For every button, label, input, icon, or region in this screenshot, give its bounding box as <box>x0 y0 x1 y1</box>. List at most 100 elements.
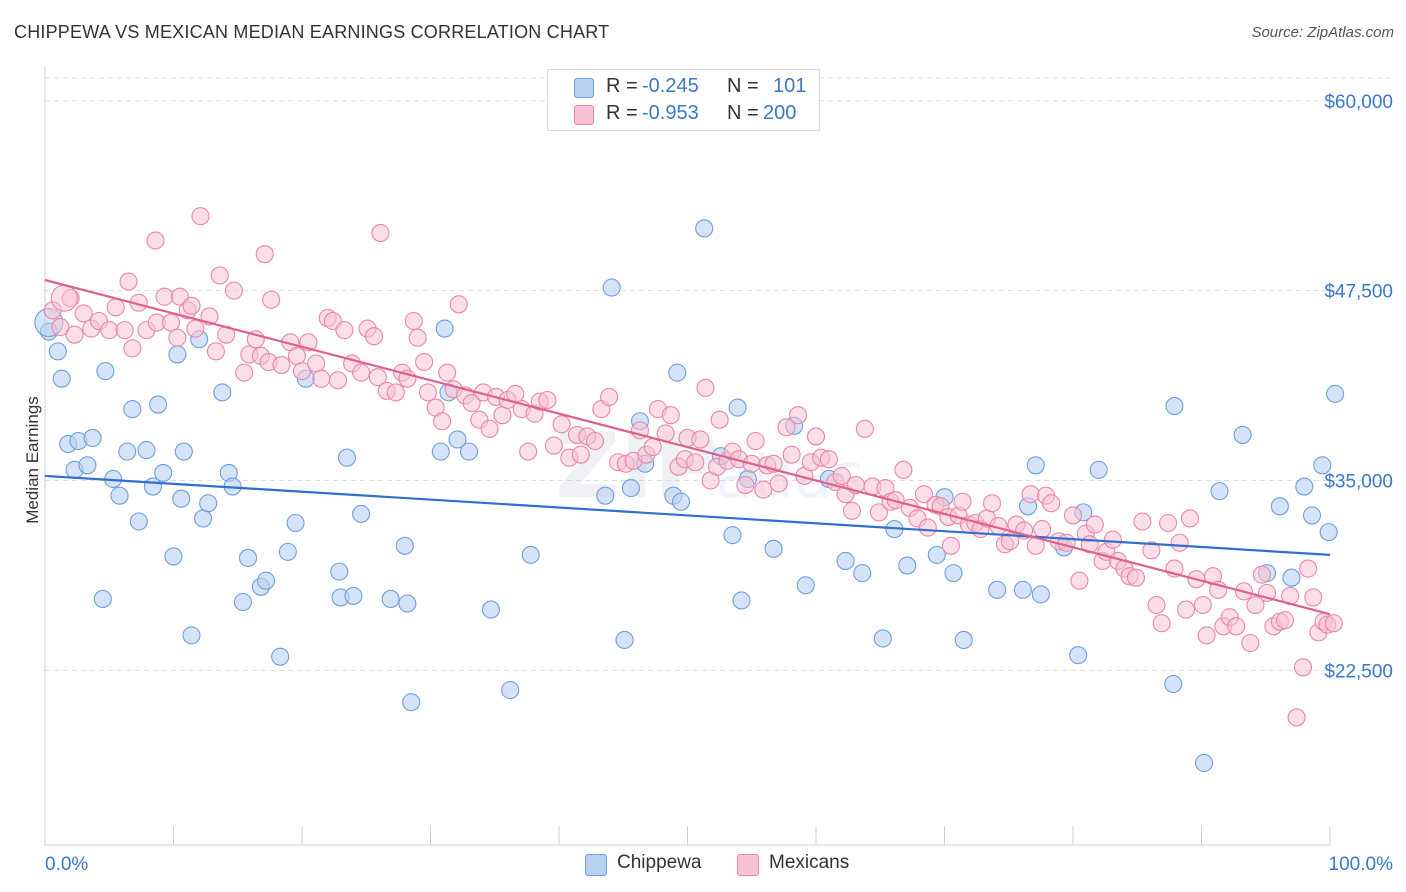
legend-n-label: N = <box>727 75 759 97</box>
mexicans-point <box>982 494 1002 513</box>
mexicans-point <box>1275 611 1295 630</box>
chippewa-point <box>459 442 479 461</box>
chippewa-trend-line <box>44 474 1331 557</box>
mexicans-point <box>1103 530 1122 549</box>
mexicans-point <box>115 321 134 340</box>
legend-r-label: R = <box>606 102 638 124</box>
chippewa-point <box>238 548 258 567</box>
chippewa-point <box>1295 477 1314 496</box>
chippewa-point <box>481 600 500 619</box>
chippewa-point <box>182 626 201 645</box>
mexicans-point <box>119 272 138 291</box>
chippewa-point <box>988 580 1007 599</box>
mexicans-point <box>210 266 229 285</box>
chippewa-point <box>78 456 97 475</box>
chart-title: CHIPPEWA VS MEXICAN MEDIAN EARNINGS CORR… <box>14 22 610 42</box>
mexicans-point <box>1293 658 1313 677</box>
chippewa-point <box>672 492 691 511</box>
mexicans-point <box>585 431 605 451</box>
mexicans-point <box>754 480 773 499</box>
y-tick-labels: $22,500 $35,000 $47,500 $60,000 <box>1324 92 1393 683</box>
mexicans-point <box>686 453 705 472</box>
chippewa-point <box>93 589 112 609</box>
mexicans-point <box>433 412 452 431</box>
mexicans-point <box>538 390 557 410</box>
mexicans-point <box>519 442 538 461</box>
chippewa-point <box>110 486 129 505</box>
x-tick-label: 100.0% <box>1329 854 1394 875</box>
mexicans-point <box>352 363 371 382</box>
legend-n-value: 200 <box>763 102 797 124</box>
chippewa-point <box>853 564 872 583</box>
y-tick-label: $60,000 <box>1324 92 1393 113</box>
mexicans-point <box>386 383 405 402</box>
mexicans-point <box>1177 600 1196 619</box>
mexicans-point <box>335 321 354 340</box>
chippewa-point <box>1013 580 1032 599</box>
chippewa-point <box>174 442 193 461</box>
trend-lines <box>44 278 1331 616</box>
y-axis-label: Median Earnings <box>23 396 42 524</box>
mexicans-point <box>1133 512 1152 531</box>
chippewa-point <box>233 592 252 612</box>
chippewa-point <box>1270 497 1289 516</box>
mexicans-point <box>368 368 387 387</box>
chippewa-point <box>435 319 454 338</box>
chippewa-point <box>96 362 115 381</box>
mexicans-point <box>51 318 70 337</box>
legend-n-value: 101 <box>773 75 807 97</box>
mexicans-point <box>696 378 715 397</box>
chippewa-point <box>927 545 946 564</box>
mexicans-point <box>224 281 243 300</box>
mexicans-point <box>191 207 210 226</box>
chippewa-point <box>1210 482 1229 501</box>
chippewa-point <box>83 428 102 448</box>
mexicans-point <box>1070 571 1089 590</box>
mexicans-point <box>544 436 563 455</box>
chippewa-point <box>213 383 232 402</box>
legend-swatch-chippewa <box>585 854 607 876</box>
chippewa-point <box>954 630 973 650</box>
mexicans-point <box>1304 588 1323 607</box>
mexicans-point <box>806 427 826 446</box>
chippewa-point <box>521 545 540 564</box>
mexicans-point <box>364 327 384 346</box>
mexicans-point <box>1159 513 1178 533</box>
chippewa-point <box>402 693 421 712</box>
mexicans-point <box>328 371 348 390</box>
mexicans-point <box>1063 506 1083 525</box>
chippewa-point <box>668 363 687 382</box>
mexicans-point <box>106 298 125 317</box>
chippewa-point <box>732 591 751 610</box>
mexicans-point <box>1246 595 1265 615</box>
chippewa-point <box>602 278 621 297</box>
chippewa-point <box>48 342 67 361</box>
chippewa-point <box>1302 506 1322 525</box>
mexicans-point <box>480 419 499 438</box>
mexicans-point <box>206 342 225 361</box>
chippewa-point <box>1195 753 1214 773</box>
chippewa-point <box>278 542 297 561</box>
mexicans-point <box>1170 533 1189 552</box>
mexicans-point <box>155 287 174 306</box>
mexicans-point <box>292 362 312 381</box>
chippewa-point <box>352 504 371 523</box>
chippewa-point <box>118 442 137 461</box>
mexicans-point <box>50 284 78 312</box>
mexicans-point <box>182 296 201 315</box>
legend-n-label: N = <box>727 102 759 124</box>
chippewa-point <box>149 395 168 414</box>
mexicans-point <box>1147 595 1166 615</box>
mexicans-point <box>918 518 937 537</box>
mexicans-point <box>462 393 481 413</box>
mexicans-point <box>894 460 913 479</box>
mexicans-point <box>1299 559 1318 578</box>
mexicans-point <box>1033 520 1052 539</box>
chippewa-point <box>1089 460 1108 479</box>
chippewa-point <box>1069 646 1088 665</box>
mexicans-point <box>819 450 838 469</box>
mexicans-point <box>842 501 862 520</box>
mexicans-point <box>100 321 119 340</box>
mexicans-point <box>65 325 84 344</box>
